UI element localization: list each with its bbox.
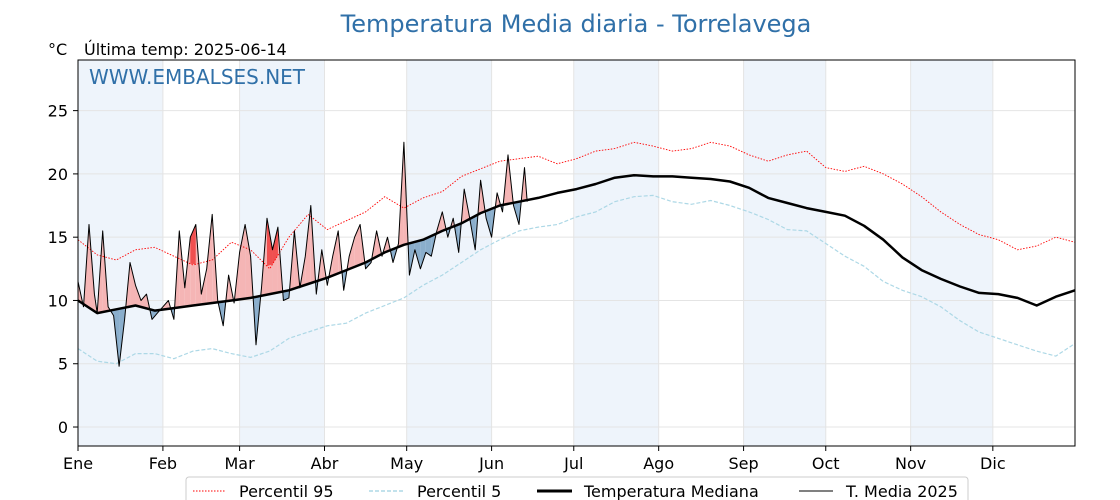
x-axis-ticks: Ene Feb Mar Abr May Jun Jul Ago Sep Oct Nov Dic [63, 446, 1006, 473]
percentile-95-line [77, 141, 1076, 270]
below-median-fill [425, 235, 432, 257]
above-median-fill [135, 285, 141, 307]
above-median-fill [332, 230, 339, 276]
above-median-fill [140, 294, 147, 309]
y-tick-label: 25 [48, 102, 68, 121]
y-axis-ticks: 0 5 10 15 20 25 [48, 102, 78, 437]
legend-box [185, 476, 969, 500]
legend-label-p95: Percentil 95 [239, 482, 334, 500]
above-median-fill [184, 237, 191, 307]
x-tick-label: Jul [563, 454, 583, 473]
x-tick-label: Oct [812, 454, 840, 473]
above-median-fill [130, 262, 136, 307]
month-bands [78, 60, 993, 446]
last-temp-label: Última temp: 2025-06-14 [84, 40, 287, 59]
month-band-jul [573, 60, 659, 446]
x-tick-label: Nov [895, 454, 926, 473]
x-tick-label: Jun [478, 454, 504, 473]
below-median-fill [420, 238, 426, 269]
above-p95-fill [272, 227, 278, 265]
series-lines [77, 141, 1076, 367]
y-tick-label: 15 [48, 228, 68, 247]
legend-label-current: T. Media 2025 [845, 482, 958, 500]
below-median-fill [283, 290, 289, 301]
below-median-fill [414, 240, 421, 269]
above-median-fill [239, 224, 246, 300]
y-tick-label: 0 [58, 418, 68, 437]
y-tick-label: 5 [58, 355, 68, 374]
above-median-fill [201, 268, 207, 305]
y-tick-label: 10 [48, 291, 68, 310]
unit-label: °C [48, 40, 67, 59]
median-line [77, 173, 1076, 315]
x-tick-label: Abr [311, 454, 339, 473]
month-band-nov [910, 60, 993, 446]
month-band-sep [743, 60, 826, 446]
month-band-ene [78, 60, 163, 446]
y-tick-label: 20 [48, 165, 68, 184]
legend-label-p5: Percentil 5 [417, 482, 501, 500]
watermark: WWW.EMBALSES.NET [89, 65, 306, 89]
legend-label-median: Temperatura Mediana [583, 482, 759, 500]
above-median-fill [245, 224, 251, 299]
x-tick-label: Feb [149, 454, 177, 473]
above-median-fill [206, 214, 213, 304]
legend: Percentil 95 Percentil 5 Temperatura Med… [185, 476, 969, 500]
current-year-line [77, 141, 528, 367]
above-median-fill [305, 205, 311, 285]
chart-title: Temperatura Media diaria - Torrelavega [340, 10, 812, 38]
x-tick-label: May [390, 454, 423, 473]
plot-frame [77, 59, 1076, 447]
percentile-5-line [77, 194, 1076, 365]
below-median-fill [151, 309, 158, 320]
x-tick-label: Ago [643, 454, 674, 473]
above-p95-fill [266, 218, 273, 267]
below-median-fill [486, 208, 492, 238]
x-tick-label: Dic [980, 454, 1006, 473]
x-tick-label: Sep [729, 454, 759, 473]
x-tick-label: Ene [63, 454, 93, 473]
above-median-fill [349, 237, 355, 270]
x-tick-label: Mar [225, 454, 256, 473]
